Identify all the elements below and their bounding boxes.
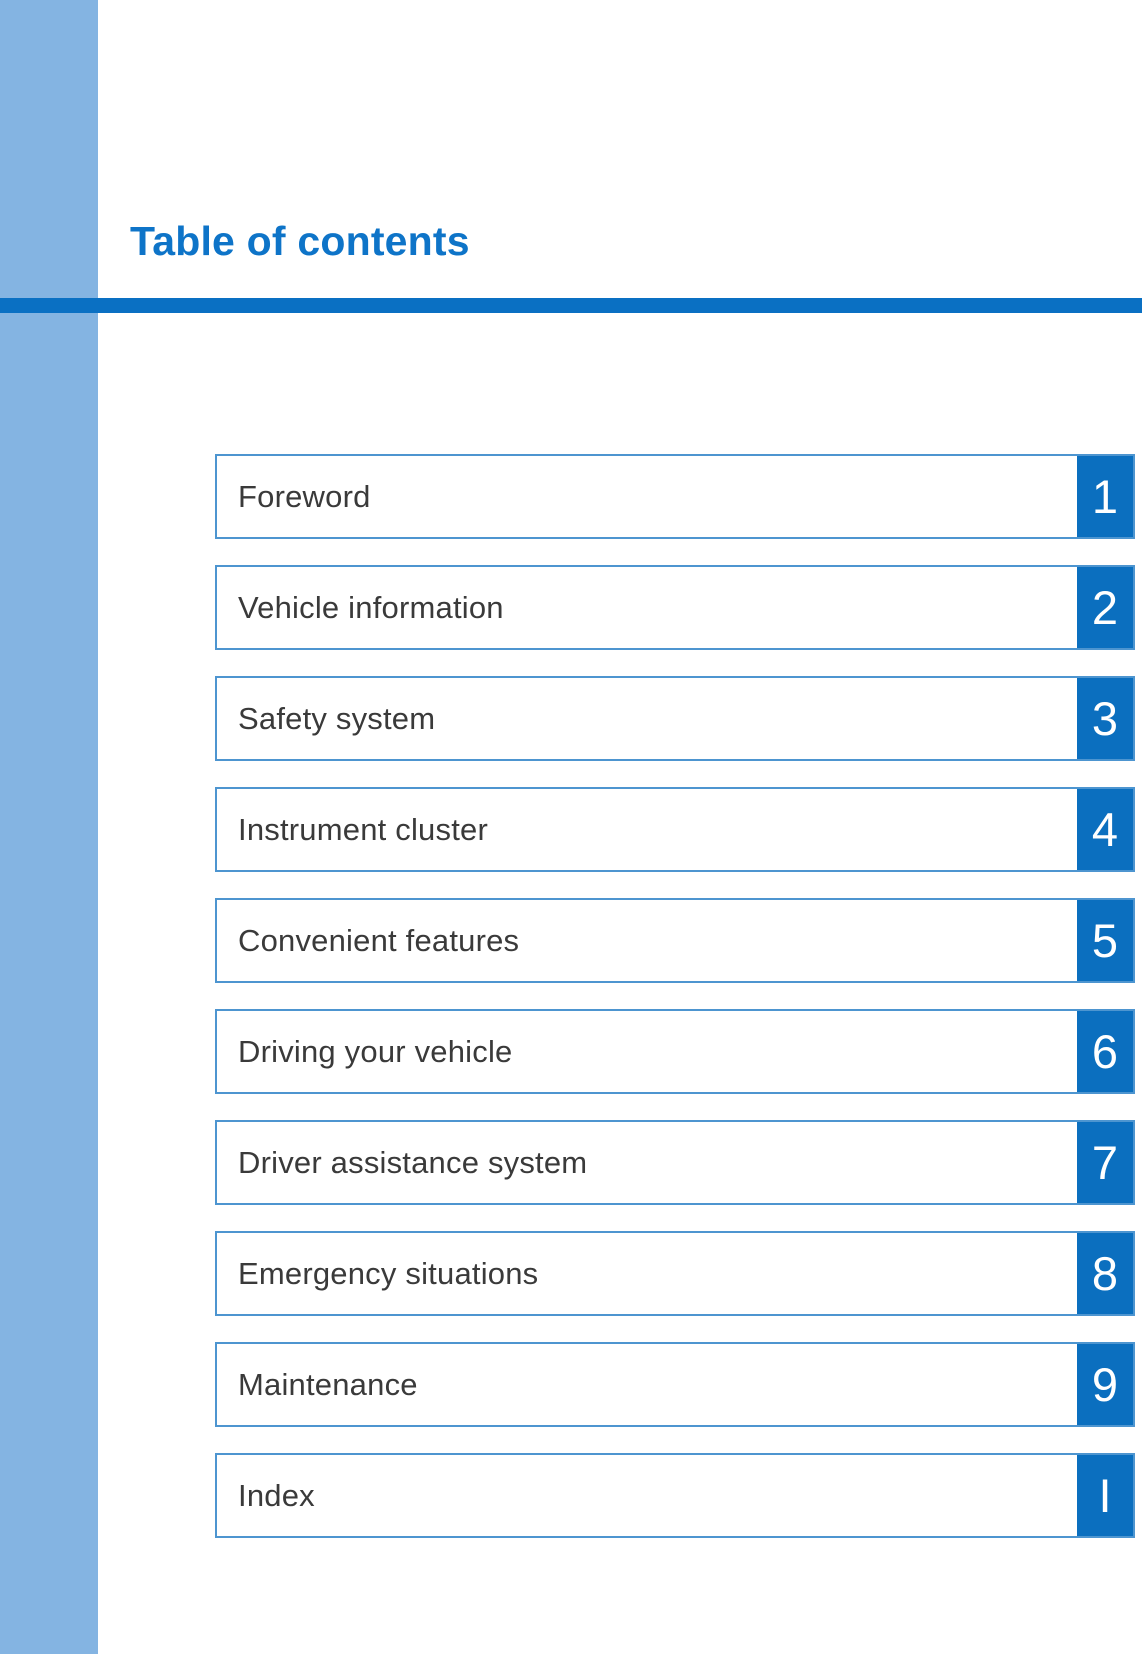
toc-row-label: Emergency situations (238, 1255, 539, 1291)
title-divider-bar (0, 298, 1142, 313)
toc-row[interactable]: Instrument cluster 4 (215, 787, 1135, 872)
chapter-number-tile: 8 (1077, 1233, 1133, 1314)
toc-row-label: Vehicle information (238, 589, 504, 625)
toc-row-label: Foreword (238, 478, 371, 514)
chapter-number-tile: 1 (1077, 456, 1133, 537)
chapter-number-tile: 4 (1077, 789, 1133, 870)
toc-row[interactable]: Driving your vehicle 6 (215, 1009, 1135, 1094)
toc-row-label: Maintenance (238, 1366, 418, 1402)
sidebar-accent-stripe (0, 0, 98, 1654)
toc-row[interactable]: Safety system 3 (215, 676, 1135, 761)
toc-row[interactable]: Convenient features 5 (215, 898, 1135, 983)
toc-row-label: Convenient features (238, 922, 520, 958)
chapter-number-tile: 9 (1077, 1344, 1133, 1425)
chapter-number-tile: 3 (1077, 678, 1133, 759)
toc-row[interactable]: Maintenance 9 (215, 1342, 1135, 1427)
chapter-number-tile: I (1077, 1455, 1133, 1536)
toc-row-label: Driving your vehicle (238, 1033, 513, 1069)
chapter-number-tile: 7 (1077, 1122, 1133, 1203)
toc-row[interactable]: Index I (215, 1453, 1135, 1538)
toc-row-label: Safety system (238, 700, 436, 736)
toc-row-label: Driver assistance system (238, 1144, 588, 1180)
chapter-number-tile: 2 (1077, 567, 1133, 648)
toc-row[interactable]: Driver assistance system 7 (215, 1120, 1135, 1205)
chapter-number-tile: 5 (1077, 900, 1133, 981)
toc-row[interactable]: Emergency situations 8 (215, 1231, 1135, 1316)
chapter-number-tile: 6 (1077, 1011, 1133, 1092)
toc-row-label: Instrument cluster (238, 811, 488, 847)
toc-row[interactable]: Foreword 1 (215, 454, 1135, 539)
table-of-contents-list: Foreword 1 Vehicle information 2 Safety syst… (215, 454, 1135, 1538)
toc-row-label: Index (238, 1477, 315, 1513)
toc-row[interactable]: Vehicle information 2 (215, 565, 1135, 650)
page-title: Table of contents (130, 218, 470, 264)
